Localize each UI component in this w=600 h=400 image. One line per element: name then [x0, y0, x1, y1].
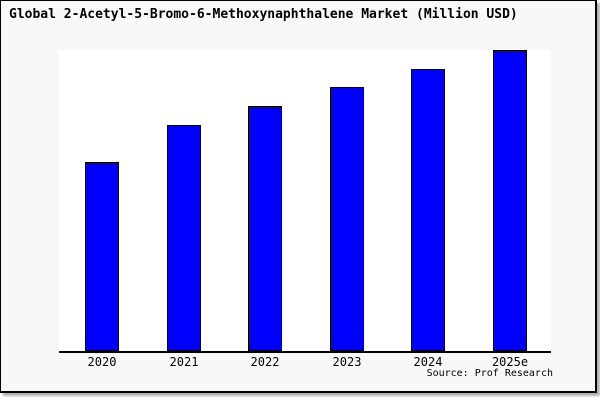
source-credit: Source: Prof Research	[426, 368, 553, 379]
chart-frame: Global 2-Acetyl-5-Bromo-6-Methoxynaphtha…	[0, 0, 597, 393]
bar-2024	[411, 69, 445, 351]
bar-2023	[330, 87, 364, 351]
chart-title: Global 2-Acetyl-5-Bromo-6-Methoxynaphtha…	[9, 7, 518, 22]
x-tick-2021: 2021	[169, 355, 199, 369]
bar-2021	[167, 125, 201, 351]
plot-area	[59, 50, 551, 353]
bar-2025e	[493, 50, 527, 351]
x-tick-2023: 2023	[332, 355, 362, 369]
bars-container	[59, 50, 551, 351]
x-tick-2024: 2024	[413, 355, 443, 369]
x-tick-2025e: 2025e	[491, 355, 529, 369]
bar-2020	[85, 162, 119, 351]
bar-2022	[248, 106, 282, 351]
x-tick-2020: 2020	[87, 355, 117, 369]
x-tick-2022: 2022	[250, 355, 280, 369]
